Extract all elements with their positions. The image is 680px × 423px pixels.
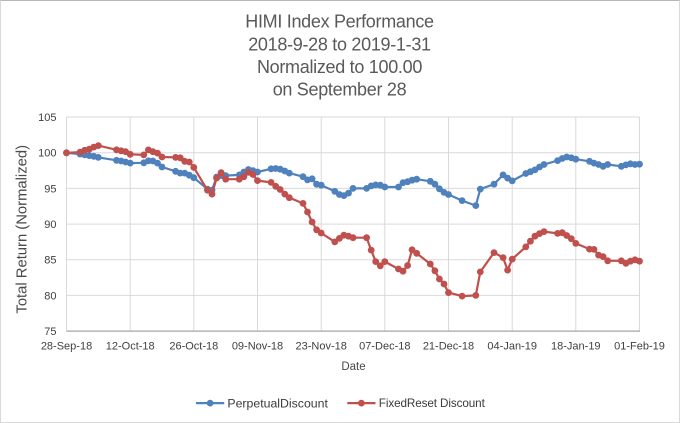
svg-text:95: 95	[44, 183, 56, 195]
svg-text:Total Return (Normalized): Total Return (Normalized)	[14, 145, 30, 314]
svg-text:85: 85	[44, 255, 56, 267]
svg-text:18-Jan-19: 18-Jan-19	[551, 341, 601, 353]
svg-text:FixedReset Discount: FixedReset Discount	[379, 397, 486, 410]
svg-text:Normalized to 100.00: Normalized to 100.00	[257, 57, 422, 77]
svg-text:21-Dec-18: 21-Dec-18	[423, 341, 474, 353]
svg-text:80: 80	[44, 290, 56, 302]
svg-text:04-Jan-19: 04-Jan-19	[487, 341, 537, 353]
svg-text:105: 105	[38, 112, 56, 124]
svg-text:90: 90	[44, 219, 56, 231]
svg-text:2018-9-28 to 2019-1-31: 2018-9-28 to 2019-1-31	[248, 34, 431, 54]
svg-text:PerpetualDiscount: PerpetualDiscount	[227, 396, 328, 410]
svg-text:12-Oct-18: 12-Oct-18	[106, 341, 155, 353]
svg-text:100: 100	[38, 148, 56, 160]
svg-text:23-Nov-18: 23-Nov-18	[296, 341, 347, 353]
svg-text:HIMI Index Performance: HIMI Index Performance	[245, 12, 434, 32]
svg-text:28-Sep-18: 28-Sep-18	[41, 341, 92, 353]
svg-text:Date: Date	[341, 361, 365, 373]
svg-text:07-Dec-18: 07-Dec-18	[359, 341, 410, 353]
svg-text:75: 75	[44, 326, 56, 338]
svg-text:01-Feb-19: 01-Feb-19	[614, 341, 665, 353]
svg-text:26-Oct-18: 26-Oct-18	[169, 341, 218, 353]
svg-text:on September 28: on September 28	[273, 80, 407, 100]
svg-text:09-Nov-18: 09-Nov-18	[232, 341, 283, 353]
